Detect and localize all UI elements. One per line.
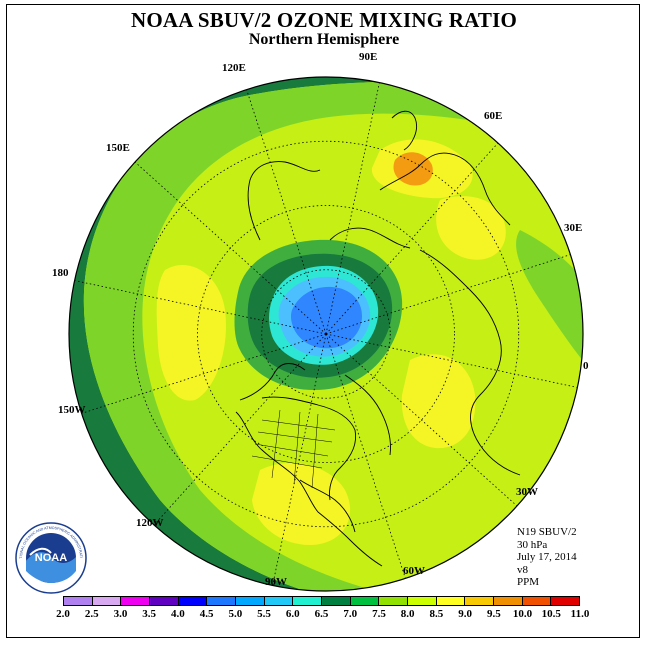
- colorbar-label: 10.5: [541, 608, 561, 620]
- colorbar-label: 9.0: [458, 608, 472, 620]
- lon-label-30e: 30E: [564, 222, 583, 234]
- meridian-line-3: [325, 254, 571, 335]
- colorbar: [63, 596, 580, 606]
- field-yellow-west: [156, 264, 226, 401]
- colorbar-swatch: [236, 597, 265, 605]
- lon-label-180: 180: [52, 267, 69, 279]
- noaa-logo: NOAA NATIONAL OCEANIC AND ATMOSPHERIC AD…: [14, 521, 87, 594]
- meridian-line-10: [74, 280, 327, 335]
- info-level: 30 hPa: [517, 538, 548, 551]
- field-polar-blue: [290, 286, 362, 349]
- us-state-lines: [251, 409, 336, 489]
- colorbar-label: 5.5: [257, 608, 271, 620]
- colorbar-swatch: [551, 597, 580, 605]
- colorbar-swatch: [350, 597, 380, 605]
- latitude-circle-2: [197, 205, 455, 463]
- colorbar-label: 3.0: [113, 608, 128, 620]
- colorbar-label: 8.0: [400, 608, 415, 620]
- coast-east-asia: [247, 161, 321, 241]
- colorbar-label: 10.0: [512, 608, 533, 620]
- lon-label-120e: 120E: [222, 62, 246, 74]
- coast-north-america-east: [261, 396, 357, 501]
- lon-label-30w: 30W: [516, 486, 538, 498]
- field-yellow-east: [401, 354, 476, 449]
- colorbar-label: 3.5: [142, 608, 157, 620]
- colorbar-swatch: [121, 597, 151, 605]
- info-satellite: N19 SBUV/2: [517, 526, 577, 538]
- lon-label-60w: 60W: [403, 565, 425, 577]
- meridian-line-4: [325, 333, 578, 388]
- map-title: NOAA SBUV/2 OZONE MIXING RATIO: [131, 8, 517, 32]
- colorbar-swatch: [264, 597, 294, 605]
- colorbar-swatch: [522, 597, 552, 605]
- lon-label-60e: 60E: [484, 110, 503, 122]
- lon-label-150w: 150W: [58, 404, 86, 416]
- colorbar-label: 2.0: [56, 608, 70, 620]
- colorbar-label: 4.0: [171, 608, 185, 620]
- colorbar-swatch: [293, 597, 323, 605]
- coast-gulf: [299, 479, 356, 533]
- meridian-line-7: [272, 333, 327, 586]
- info-version: v8: [517, 563, 528, 576]
- colorbar-swatch: [64, 597, 93, 605]
- meridian-line-9: [81, 333, 327, 414]
- logo-text: NOAA: [35, 552, 67, 564]
- lon-label-0: 0: [583, 360, 589, 372]
- colorbar-label: 7.5: [372, 608, 386, 620]
- meridian-line-12: [246, 89, 327, 335]
- field-yellow-south: [252, 462, 351, 545]
- colorbar-swatch: [92, 597, 122, 605]
- coast-india: [391, 110, 417, 151]
- colorbar-label: 11.0: [570, 608, 590, 620]
- colorbar-label: 8.5: [429, 608, 444, 620]
- colorbar-labels: 2.0 2.5 3.0 3.5 4.0 4.5 5.0 5.5 6.0 6.5 7.0 7.5 8.0 8…: [56, 608, 589, 622]
- colorbar-label: 2.5: [84, 608, 99, 620]
- coastlines: [235, 110, 521, 567]
- latitude-circle-1: [261, 269, 391, 399]
- meridian-line-5: [325, 333, 518, 507]
- map-subtitle: Northern Hemisphere: [248, 31, 400, 48]
- latitude-circle-3: [132, 140, 520, 528]
- colorbar-swatch: [207, 597, 237, 605]
- coast-greenland: [344, 374, 391, 456]
- info-date: July 17, 2014: [517, 551, 577, 563]
- lon-label-90w: 90W: [265, 576, 287, 588]
- meridian-line-8: [153, 333, 327, 526]
- colorbar-swatch: [322, 597, 351, 605]
- colorbar-swatch: [178, 597, 208, 605]
- meridian-line-6: [325, 333, 406, 579]
- coast-europe-africa: [419, 249, 521, 476]
- meridian-line-1: [325, 82, 380, 335]
- coast-north-america-west: [235, 411, 383, 567]
- field-yellow-northeast: [436, 196, 506, 260]
- colorbar-swatch: [150, 597, 179, 605]
- colorbar-swatch: [465, 597, 495, 605]
- info-block: N19 SBUV/2 30 hPa July 17, 2014 v8 PPM: [517, 526, 577, 589]
- colorbar-swatch: [436, 597, 466, 605]
- lon-label-120w: 120W: [136, 517, 164, 529]
- lon-label-150e: 150E: [106, 142, 130, 154]
- meridian-line-2: [325, 142, 499, 335]
- field-gold-spot: [393, 152, 433, 186]
- colorbar-swatch: [494, 597, 523, 605]
- meridian-line-11: [134, 161, 327, 335]
- colorbar-label: 7.0: [343, 608, 358, 620]
- field-green-patch-east: [516, 230, 583, 380]
- map-boundary: [68, 76, 584, 592]
- colorbar-label: 4.5: [199, 608, 214, 620]
- lon-label-90e: 90E: [359, 51, 378, 63]
- coast-asia-south: [379, 152, 511, 226]
- colorbar-swatch: [408, 597, 437, 605]
- graticule: [74, 82, 578, 586]
- colorbar-label: 5.0: [228, 608, 243, 620]
- colorbar-label: 6.0: [285, 608, 300, 620]
- colorbar-swatch: [379, 597, 409, 605]
- info-units: PPM: [517, 576, 540, 588]
- colorbar-label: 6.5: [314, 608, 329, 620]
- coast-arctic-canada: [239, 363, 306, 401]
- coast-siberia: [329, 227, 411, 249]
- colorbar-label: 9.5: [486, 608, 501, 620]
